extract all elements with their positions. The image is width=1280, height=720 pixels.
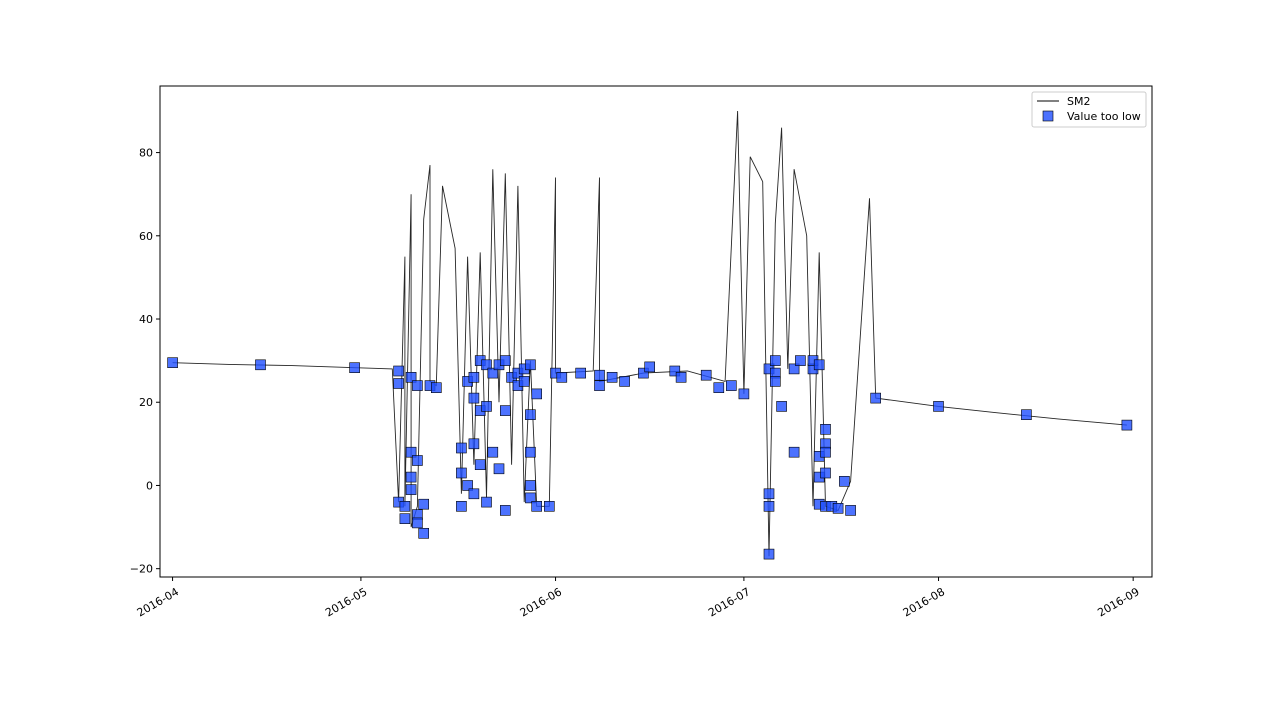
scatter-point [606,371,618,383]
scatter-point [481,359,492,371]
scatter-point [531,388,543,400]
scatter-point [788,446,800,458]
scatter-point [619,376,630,387]
legend-frame [1031,91,1147,128]
scatter-point [412,380,423,391]
scatter-point [543,500,555,512]
scatter-point [518,376,530,387]
scatter-point [713,382,725,394]
y-tick-label: 0 [146,479,153,492]
scatter-point [669,365,681,377]
scatter-point [933,401,944,412]
scatter-point [795,355,806,366]
legend: SM2 Value too low [1031,91,1147,128]
plot-area [167,110,1133,560]
scatter-point [468,392,480,404]
series-scatter-value-too-low [167,355,1133,560]
scatter-point [462,480,473,491]
scatter-point [474,459,486,471]
scatter-point [399,513,411,525]
scatter-point [1021,409,1032,421]
scatter-point [525,409,536,421]
scatter-point [769,355,781,366]
scatter-point [788,363,800,375]
scatter-point [405,446,417,458]
scatter-point [499,505,511,516]
scatter-point [393,365,404,377]
scatter-point [675,371,687,383]
scatter-point [456,467,467,479]
scatter-point [412,455,423,466]
scatter-point [813,359,825,371]
scatter-point [167,357,178,369]
scatter-point [575,367,587,379]
scatter-point [487,367,499,379]
scatter-point [468,438,480,450]
y-tick-label: 60 [139,230,153,243]
scatter-point [393,378,404,389]
scatter-point [525,359,536,371]
scatter-point [644,361,656,373]
scatter-point [418,527,430,539]
scatter-point [725,380,737,391]
scatter-point [594,369,605,381]
scatter-point [456,500,467,512]
scatter-point [405,484,417,495]
scatter-point [700,369,712,381]
scatter-point [820,423,831,435]
legend-label-value-too-low: Value too low [1067,110,1141,123]
scatter-point [493,463,505,475]
scatter-point [349,362,360,374]
scatter-point [405,471,417,483]
scatter-point [763,548,775,560]
scatter-point [556,371,568,383]
legend-square-swatch [1042,110,1054,122]
scatter-point [638,367,649,379]
scatter-point [468,488,480,500]
y-tick-label: −20 [130,563,153,576]
scatter-point [820,467,831,479]
scatter-point [531,500,543,512]
y-tick-label: 40 [139,313,153,326]
scatter-point [594,380,605,391]
scatter-point [468,371,480,383]
scatter-point [456,442,467,454]
scatter-point [839,475,850,487]
scatter-point [845,505,856,516]
scatter-point [1121,419,1133,431]
scatter-point [763,500,775,512]
scatter-point [763,488,775,500]
scatter-point [776,401,787,412]
scatter-point [405,371,417,383]
scatter-point [399,500,411,512]
y-tick-label: 20 [139,396,153,409]
axes-frame [159,85,1153,578]
scatter-point [525,480,536,491]
scatter-point [412,517,423,529]
scatter-point [481,401,492,412]
scatter-point [499,355,511,366]
scatter-point [820,446,831,458]
scatter-point [255,359,266,371]
scatter-point [499,405,511,416]
scatter-point [525,446,536,458]
scatter-point [418,498,430,510]
scatter-point [487,446,499,458]
scatter-point [430,382,442,394]
scatter-point [481,496,492,508]
scatter-point [769,376,781,387]
y-tick-label: 80 [139,147,153,160]
scatter-point [738,388,750,400]
scatter-point [832,502,844,514]
legend-label-sm2: SM2 [1067,95,1090,108]
scatter-point [870,392,882,404]
scatter-point [525,492,536,504]
